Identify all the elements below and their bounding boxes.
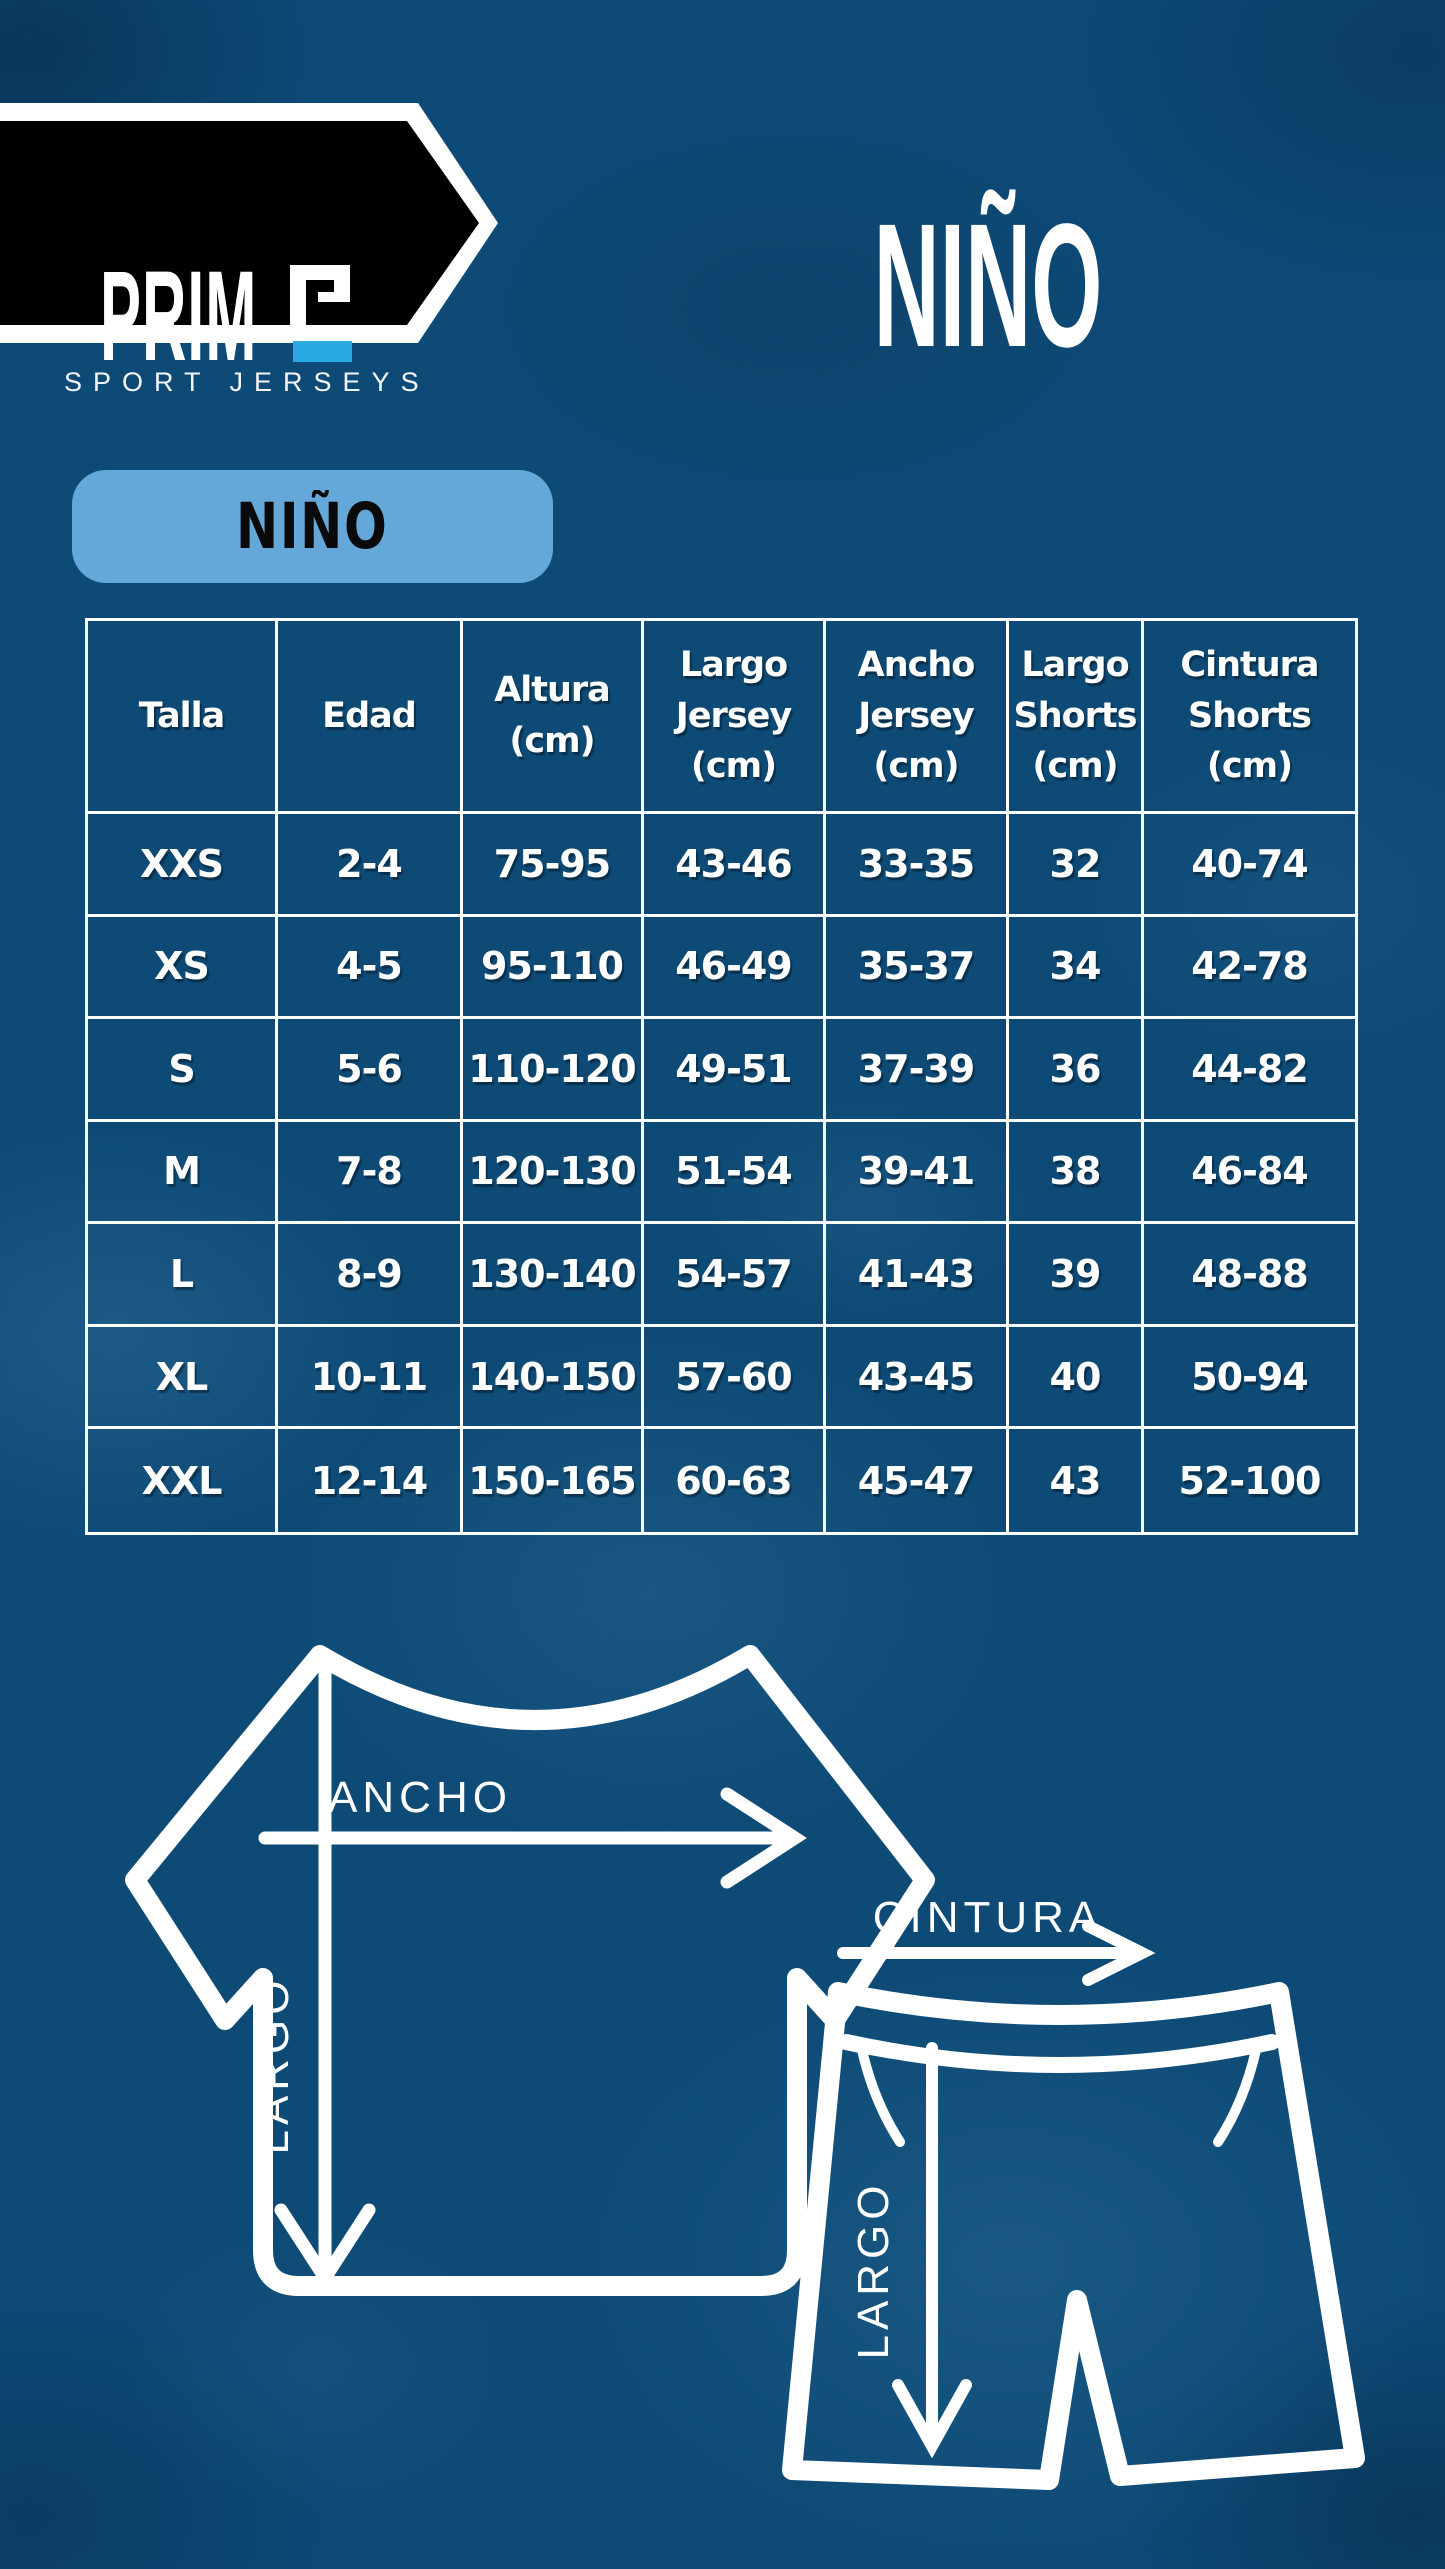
column-header-ancho-jersey: Ancho Jersey (cm) [826,621,1009,814]
table-cell: 34 [1009,916,1144,1020]
table-cell: 50-94 [1144,1327,1355,1430]
table-cell: 43-45 [826,1326,1009,1430]
table-cell: 46-49 [644,916,826,1020]
shorts-waist-arrow-icon [837,1920,1156,1986]
column-header-largo-shorts: Largo Shorts (cm) [1009,621,1144,814]
table-cell: 41-43 [826,1224,1009,1327]
page-title-text: NIÑO [873,188,1103,384]
brand-logo: PRIM SPORT JERSEYS [0,95,510,398]
table-cell: 40 [1009,1326,1144,1430]
brand-banner-shape [0,103,498,343]
table-cell: 43-46 [644,814,826,917]
table-cell: 150-165 [463,1429,644,1532]
column-header-talla: Talla [88,621,278,814]
shorts-waistband-line [838,2034,1280,2073]
table-cell: 33-35 [826,814,1009,917]
brand-wordmark: PRIM [100,245,258,388]
table-cell: 7-8 [278,1121,463,1225]
table-cell: 43 [1009,1429,1144,1532]
table-cell: XS [88,916,278,1020]
table-cell: 39-41 [826,1121,1009,1225]
jersey-diagram: ANCHO LARGO [125,1645,935,2296]
table-cell: 36 [1009,1019,1144,1122]
table-cell: 32 [1009,814,1144,917]
table-cell: 52-100 [1178,1458,1322,1503]
jersey-width-label: ANCHO [328,1773,512,1822]
table-cell: 60-63 [644,1429,826,1532]
table-cell: 35-37 [826,916,1009,1020]
size-table: Talla Edad Altura (cm) Largo Jersey (cm)… [85,618,1358,1535]
table-cell: 45-47 [826,1429,1009,1532]
table-cell: XXS [88,814,278,917]
table-cell: 48-88 [1144,1224,1355,1327]
table-cell: 110-120 [463,1019,644,1122]
page-title: NIÑO [768,198,1168,374]
brand-tagline: SPORT JERSEYS [64,367,430,397]
table-cell: 2-4 [278,814,463,917]
table-cell: 57-60 [644,1326,826,1430]
table-cell: 120-130 [463,1121,644,1225]
shorts-outline-icon [782,1982,1365,2490]
column-header-edad: Edad [278,621,463,814]
jersey-outline-icon [125,1645,935,2296]
table-cell: 4-5 [278,916,463,1020]
jersey-width-arrow-icon [258,1787,807,1889]
shorts-diagram: CINTURA LARGO [782,1893,1365,2490]
shorts-length-arrow-icon [892,2042,972,2459]
table-cell: M [88,1121,278,1225]
table-cell: 37-39 [826,1019,1009,1122]
category-badge-label: NIÑO [236,490,389,563]
table-cell: 10-11 [278,1326,463,1430]
table-cell: 75-95 [463,814,644,917]
table-cell: 5-6 [278,1019,463,1122]
table-cell: 39 [1009,1224,1144,1327]
shorts-waist-label: CINTURA [873,1893,1104,1942]
table-cell: 38 [1009,1121,1144,1225]
jersey-length-label: LARGO [249,1975,298,2154]
category-badge: NIÑO [72,470,553,583]
table-cell: L [88,1224,278,1327]
column-header-cintura-shorts: Cintura Shorts (cm) [1144,621,1355,814]
table-cell: 44-82 [1144,1019,1355,1122]
jersey-length-arrow-icon [274,1655,376,2290]
table-cell: 40-74 [1144,814,1355,917]
shorts-length-label: LARGO [849,2180,898,2359]
column-header-altura: Altura (cm) [463,621,644,814]
shorts-pocket-left [857,2045,905,2147]
brand-accent-bar [293,341,352,362]
table-cell: 42-78 [1144,917,1355,1020]
banner-fill [0,121,479,325]
table-cell: 54-57 [644,1224,826,1327]
table-cell: 51-54 [644,1121,826,1225]
table-cell: XL [88,1326,278,1430]
table-cell: 140-150 [463,1326,644,1430]
column-header-largo-jersey: Largo Jersey (cm) [644,621,826,814]
table-cell: XXL [88,1429,278,1532]
table-cell: 49-51 [644,1019,826,1122]
table-cell: S [88,1019,278,1122]
table-cell: 46-84 [1144,1122,1355,1225]
table-cell: 130-140 [463,1224,644,1327]
table-cell: 95-110 [463,916,644,1020]
shorts-pocket-right [1213,2045,1261,2147]
table-cell: 8-9 [278,1224,463,1327]
table-cell: 12-14 [278,1429,463,1532]
brand-letter-e-icon [290,265,352,362]
